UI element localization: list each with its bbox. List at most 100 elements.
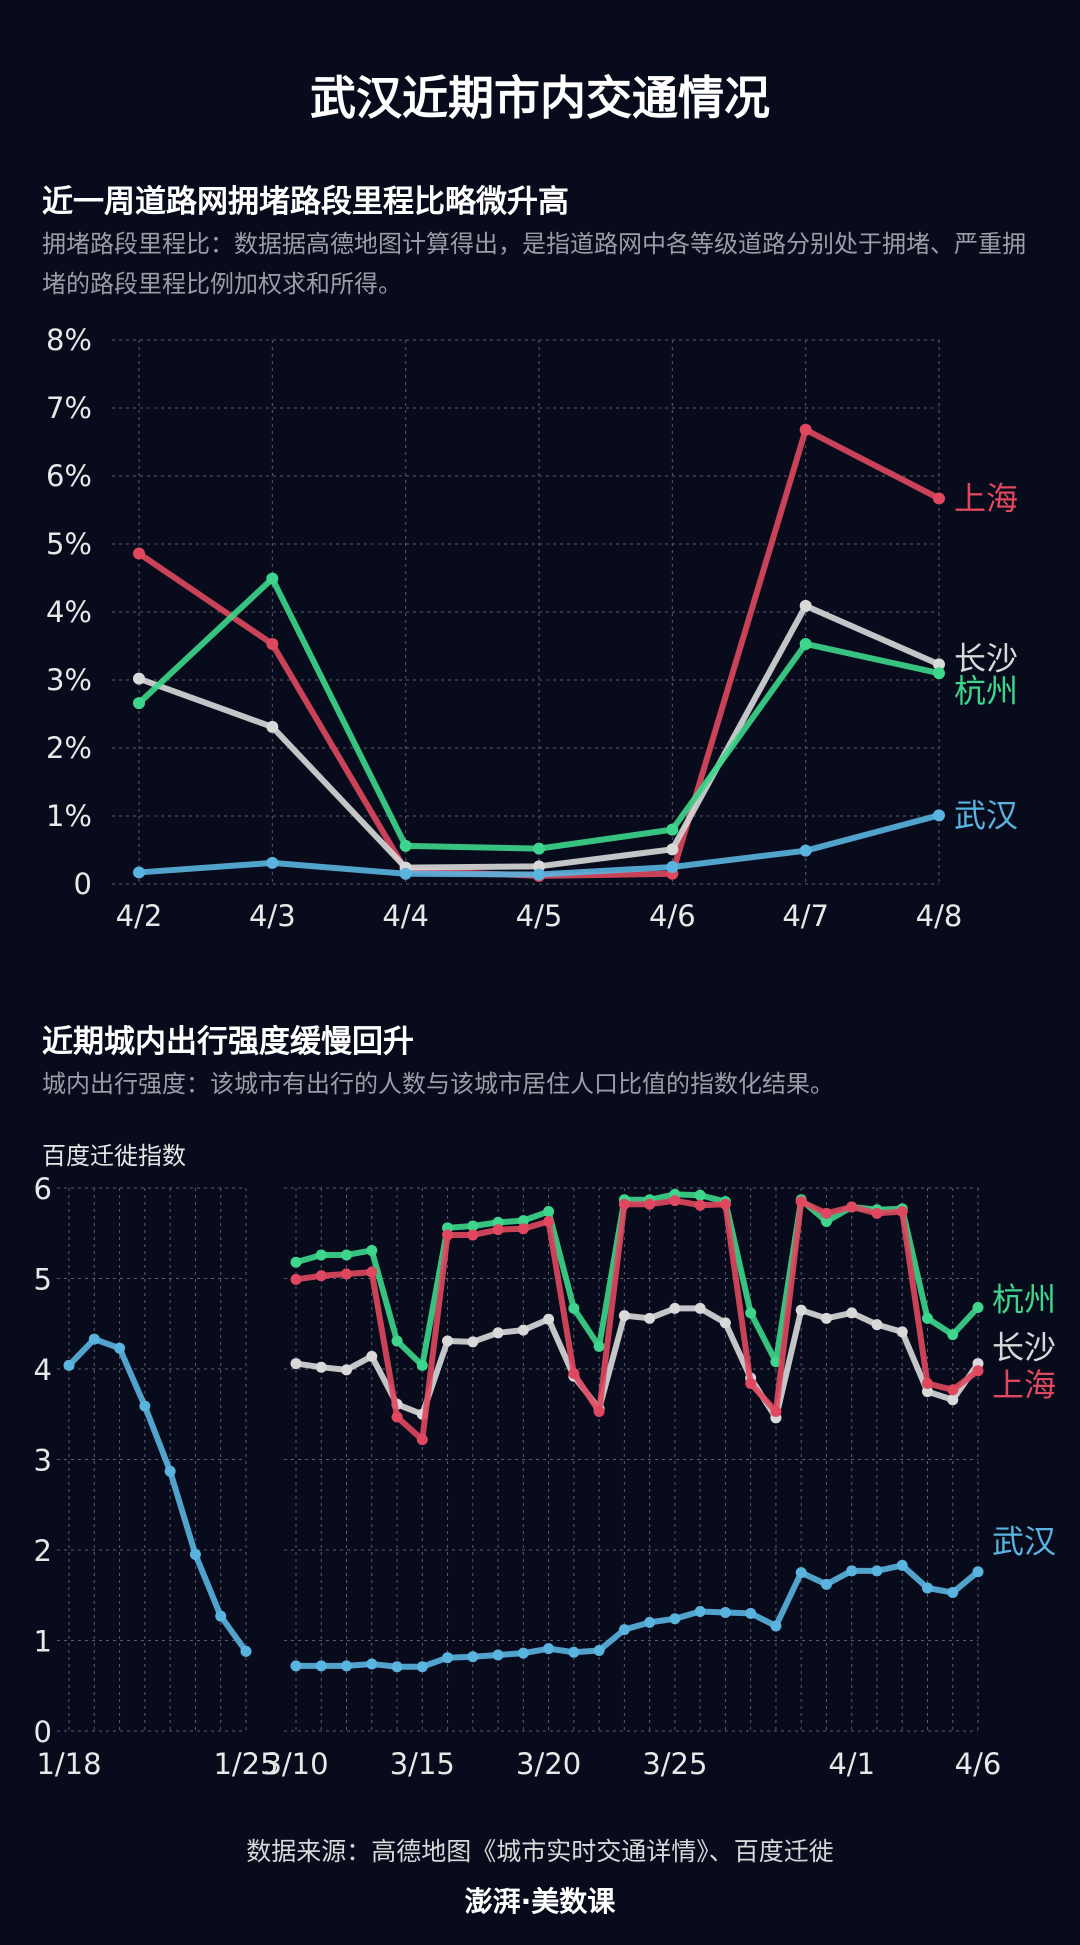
chart2-y-tick-label: 2 xyxy=(34,1534,52,1568)
chart1-杭州-point xyxy=(266,572,279,585)
chart2-长沙-point xyxy=(290,1358,302,1370)
chart2-杭州-point xyxy=(568,1302,580,1314)
chart2-杭州-point xyxy=(921,1312,933,1324)
chart2-y-tick-label: 3 xyxy=(34,1444,52,1478)
chart2-武汉-point xyxy=(189,1549,201,1561)
chart2-武汉-point xyxy=(341,1660,353,1672)
chart2-上海-point xyxy=(871,1207,883,1219)
chart1-长沙-point xyxy=(933,658,945,671)
chart2-杭州-point xyxy=(947,1329,959,1341)
chart2-y-tick-label: 5 xyxy=(34,1263,52,1297)
section2-desc: 城内出行强度：该城市有出行的人数与该城市居住人口比值的指数化结果。 xyxy=(42,1070,834,1098)
chart2-武汉-point xyxy=(366,1658,378,1670)
chart1-武汉-point xyxy=(266,856,279,869)
chart1-y-tick-label: 2% xyxy=(46,731,92,765)
chart2-长沙-point xyxy=(618,1310,630,1322)
chart2-武汉-point xyxy=(568,1646,580,1658)
chart1-y-tick-label: 3% xyxy=(46,663,92,697)
chart2-长沙-point xyxy=(366,1350,378,1362)
chart2-长沙-point xyxy=(644,1312,656,1324)
chart2-杭州-point xyxy=(972,1301,984,1313)
chart1-x-tick-label: 4/7 xyxy=(782,899,829,933)
chart2-武汉-point xyxy=(820,1578,832,1590)
chart1-y-tick-label: 5% xyxy=(46,527,92,561)
chart2-上海-point xyxy=(618,1198,630,1210)
chart2-武汉-point xyxy=(467,1651,479,1663)
chart2-武汉-point xyxy=(315,1660,327,1672)
chart1-y-tick-label: 8% xyxy=(46,323,92,357)
chart2-武汉-point xyxy=(63,1359,75,1371)
chart1-杭州-point xyxy=(799,637,812,650)
chart2-杭州-point xyxy=(366,1244,378,1256)
chart2-武汉-point xyxy=(618,1624,630,1636)
chart2-y-tick-label: 4 xyxy=(34,1353,52,1387)
chart2-上海-point xyxy=(947,1384,959,1396)
chart2-武汉-line xyxy=(66,1336,249,1654)
chart2-长沙-point xyxy=(896,1326,908,1338)
chart1-武汉-point xyxy=(933,809,945,822)
chart2-上海-point xyxy=(846,1201,858,1213)
chart2-武汉-point xyxy=(644,1616,656,1628)
chart2-上海-line xyxy=(295,1197,980,1443)
chart1-武汉-point xyxy=(133,866,145,879)
chart2-杭州-point xyxy=(820,1215,832,1227)
chart2-武汉-point xyxy=(921,1582,933,1594)
chart2-武汉-point xyxy=(215,1610,227,1622)
chart1-长沙-point xyxy=(266,720,279,733)
chart2-series-label: 武汉 xyxy=(992,1523,1056,1561)
chart2-上海-point xyxy=(517,1223,529,1235)
chart1-上海-point xyxy=(933,492,945,505)
chart1-杭州-point xyxy=(399,839,412,852)
chart1-y-tick-label: 1% xyxy=(46,799,92,833)
chart2-武汉-line xyxy=(296,1562,980,1670)
chart2-杭州-point xyxy=(315,1249,327,1261)
chart2-x-tick-label: 4/6 xyxy=(955,1747,1002,1781)
chart2-武汉-point xyxy=(114,1342,126,1354)
chart2-上海-point xyxy=(568,1368,580,1380)
data-source: 数据来源：高德地图《城市实时交通详情》、百度迁徙 xyxy=(246,1837,834,1866)
chart1-x-tick-label: 4/4 xyxy=(382,899,429,933)
chart2-长沙-point xyxy=(517,1324,529,1336)
chart1-武汉-point xyxy=(533,868,545,881)
chart1-杭州-point xyxy=(933,667,945,680)
chart2-杭州-point xyxy=(694,1189,706,1201)
chart2-武汉-point xyxy=(442,1652,454,1664)
chart2-上海-point xyxy=(341,1268,353,1280)
chart2-长沙-point xyxy=(846,1307,858,1319)
chart2-长沙-point xyxy=(947,1394,959,1406)
chart2-武汉-point xyxy=(719,1606,731,1618)
chart2-长沙-point xyxy=(492,1327,504,1339)
chart2-长沙-point xyxy=(694,1302,706,1314)
chart2-武汉-point xyxy=(972,1566,984,1578)
chart1-上海-point xyxy=(799,423,812,436)
chart1-上海-point xyxy=(133,547,145,560)
chart2-x-tick-label: 1/18 xyxy=(36,1747,101,1781)
chart1-杭州-point xyxy=(133,697,145,710)
chart2-武汉-point xyxy=(416,1661,428,1673)
chart2-上海-point xyxy=(315,1270,327,1282)
chart1-series-label: 长沙 xyxy=(954,639,1018,677)
chart2-杭州-point xyxy=(517,1215,529,1227)
chart2-武汉-point xyxy=(139,1400,151,1412)
chart1-武汉-point xyxy=(399,867,412,880)
chart2-杭州-point xyxy=(341,1249,353,1261)
chart2-上海-point xyxy=(467,1229,479,1241)
chart2-杭州-point xyxy=(416,1359,428,1371)
chart2-武汉-point xyxy=(240,1645,252,1657)
chart2-长沙-point xyxy=(795,1304,807,1316)
chart2-series-label: 杭州 xyxy=(992,1280,1056,1318)
chart2-长沙-point xyxy=(467,1336,479,1348)
chart2-长沙-point xyxy=(719,1317,731,1329)
chart2-series-label: 长沙 xyxy=(992,1329,1056,1367)
chart2-上海-point xyxy=(593,1406,605,1418)
chart1-上海-point xyxy=(266,637,279,650)
chart2-上海-point xyxy=(719,1198,731,1210)
section2-title: 近期城内出行强度缓慢回升 xyxy=(42,1024,414,1060)
section1-desc: 拥堵路段里程比：数据据高德地图计算得出，是指道路网中各等级道路分别处于拥堵、严重… xyxy=(42,230,1026,298)
chart2-上海-point xyxy=(669,1195,681,1207)
chart2-上海-point xyxy=(543,1215,555,1227)
chart2-武汉-point xyxy=(770,1620,782,1632)
chart2-武汉-point xyxy=(492,1649,504,1661)
chart1-x-tick-label: 4/2 xyxy=(116,899,163,933)
